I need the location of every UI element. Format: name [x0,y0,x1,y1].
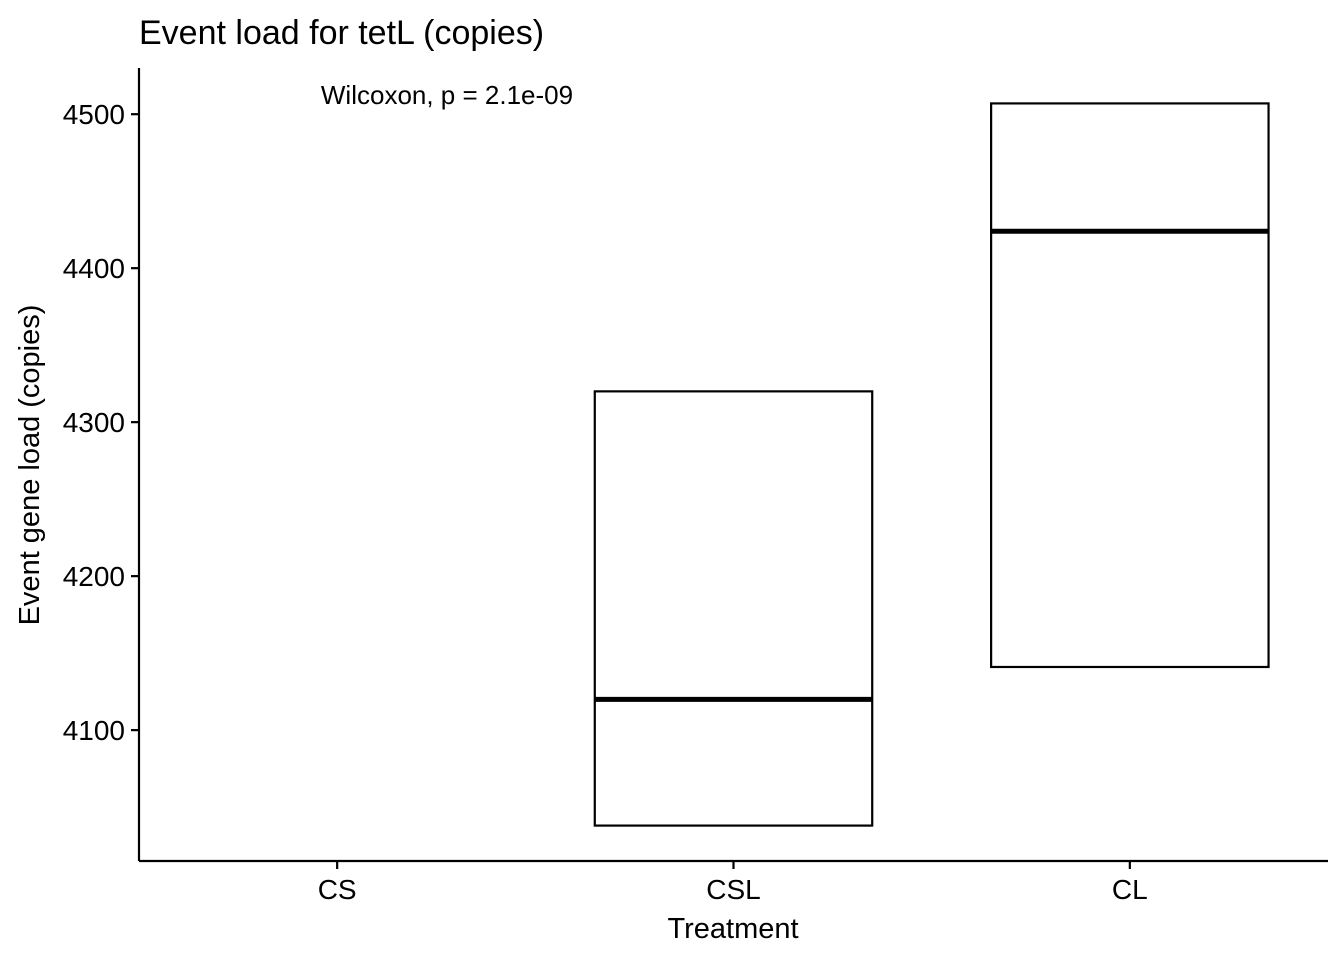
box-csl [593,390,874,827]
x-tick-label: CSL [706,874,760,905]
x-axis-label: Treatment [667,913,798,945]
y-tick-label: 4300 [63,407,125,438]
x-tick-label: CL [1112,874,1148,905]
box-cl [990,102,1270,669]
y-tick-label: 4400 [63,253,125,284]
y-tick-label: 4200 [63,561,125,592]
y-axis-label: Event gene load (copies) [14,305,46,626]
y-axis-ticks: 4100 4200 4300 4400 4500 [63,99,139,746]
wilcoxon-annotation: Wilcoxon, p = 2.1e-09 [321,80,573,110]
y-tick-label: 4100 [63,715,125,746]
chart-title: Event load for tetL (copies) [139,14,544,52]
y-tick-label: 4500 [63,99,125,130]
boxes-layer [593,102,1270,827]
x-tick-label: CS [318,874,357,905]
x-axis-ticks: CS CSL CL [318,861,1148,905]
